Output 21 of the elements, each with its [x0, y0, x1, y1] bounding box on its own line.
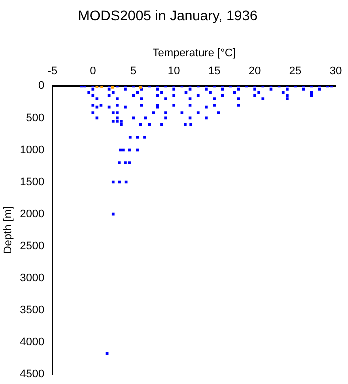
x-axis-title: Temperature [°C] [152, 47, 236, 60]
x-tick-label: 20 [248, 66, 262, 78]
x-tick-label: 10 [168, 66, 180, 78]
x-tick-label: -5 [48, 66, 58, 78]
y-tick-label: 0 [38, 80, 45, 92]
y-tick-label: 1000 [20, 144, 45, 156]
x-tick-label: 25 [289, 66, 302, 78]
y-tick-label: 2500 [20, 240, 45, 252]
x-tick-label: 15 [208, 66, 221, 78]
y-tick-label: 2000 [20, 208, 45, 220]
x-tick-label: 0 [90, 66, 96, 78]
chart-title: MODS2005 in January, 1936 [78, 7, 258, 24]
x-tick-label: 5 [130, 66, 137, 78]
y-axis-title: Depth [m] [2, 206, 15, 254]
y-tick-label: 1500 [20, 176, 45, 188]
y-tick-label: 3500 [20, 304, 45, 316]
y-tick-label: 4500 [20, 368, 45, 380]
y-tick-label: 4000 [20, 336, 45, 348]
y-tick-label: 3000 [20, 272, 45, 284]
y-tick-label: 500 [26, 112, 45, 124]
x-tick-label: 30 [330, 66, 342, 78]
